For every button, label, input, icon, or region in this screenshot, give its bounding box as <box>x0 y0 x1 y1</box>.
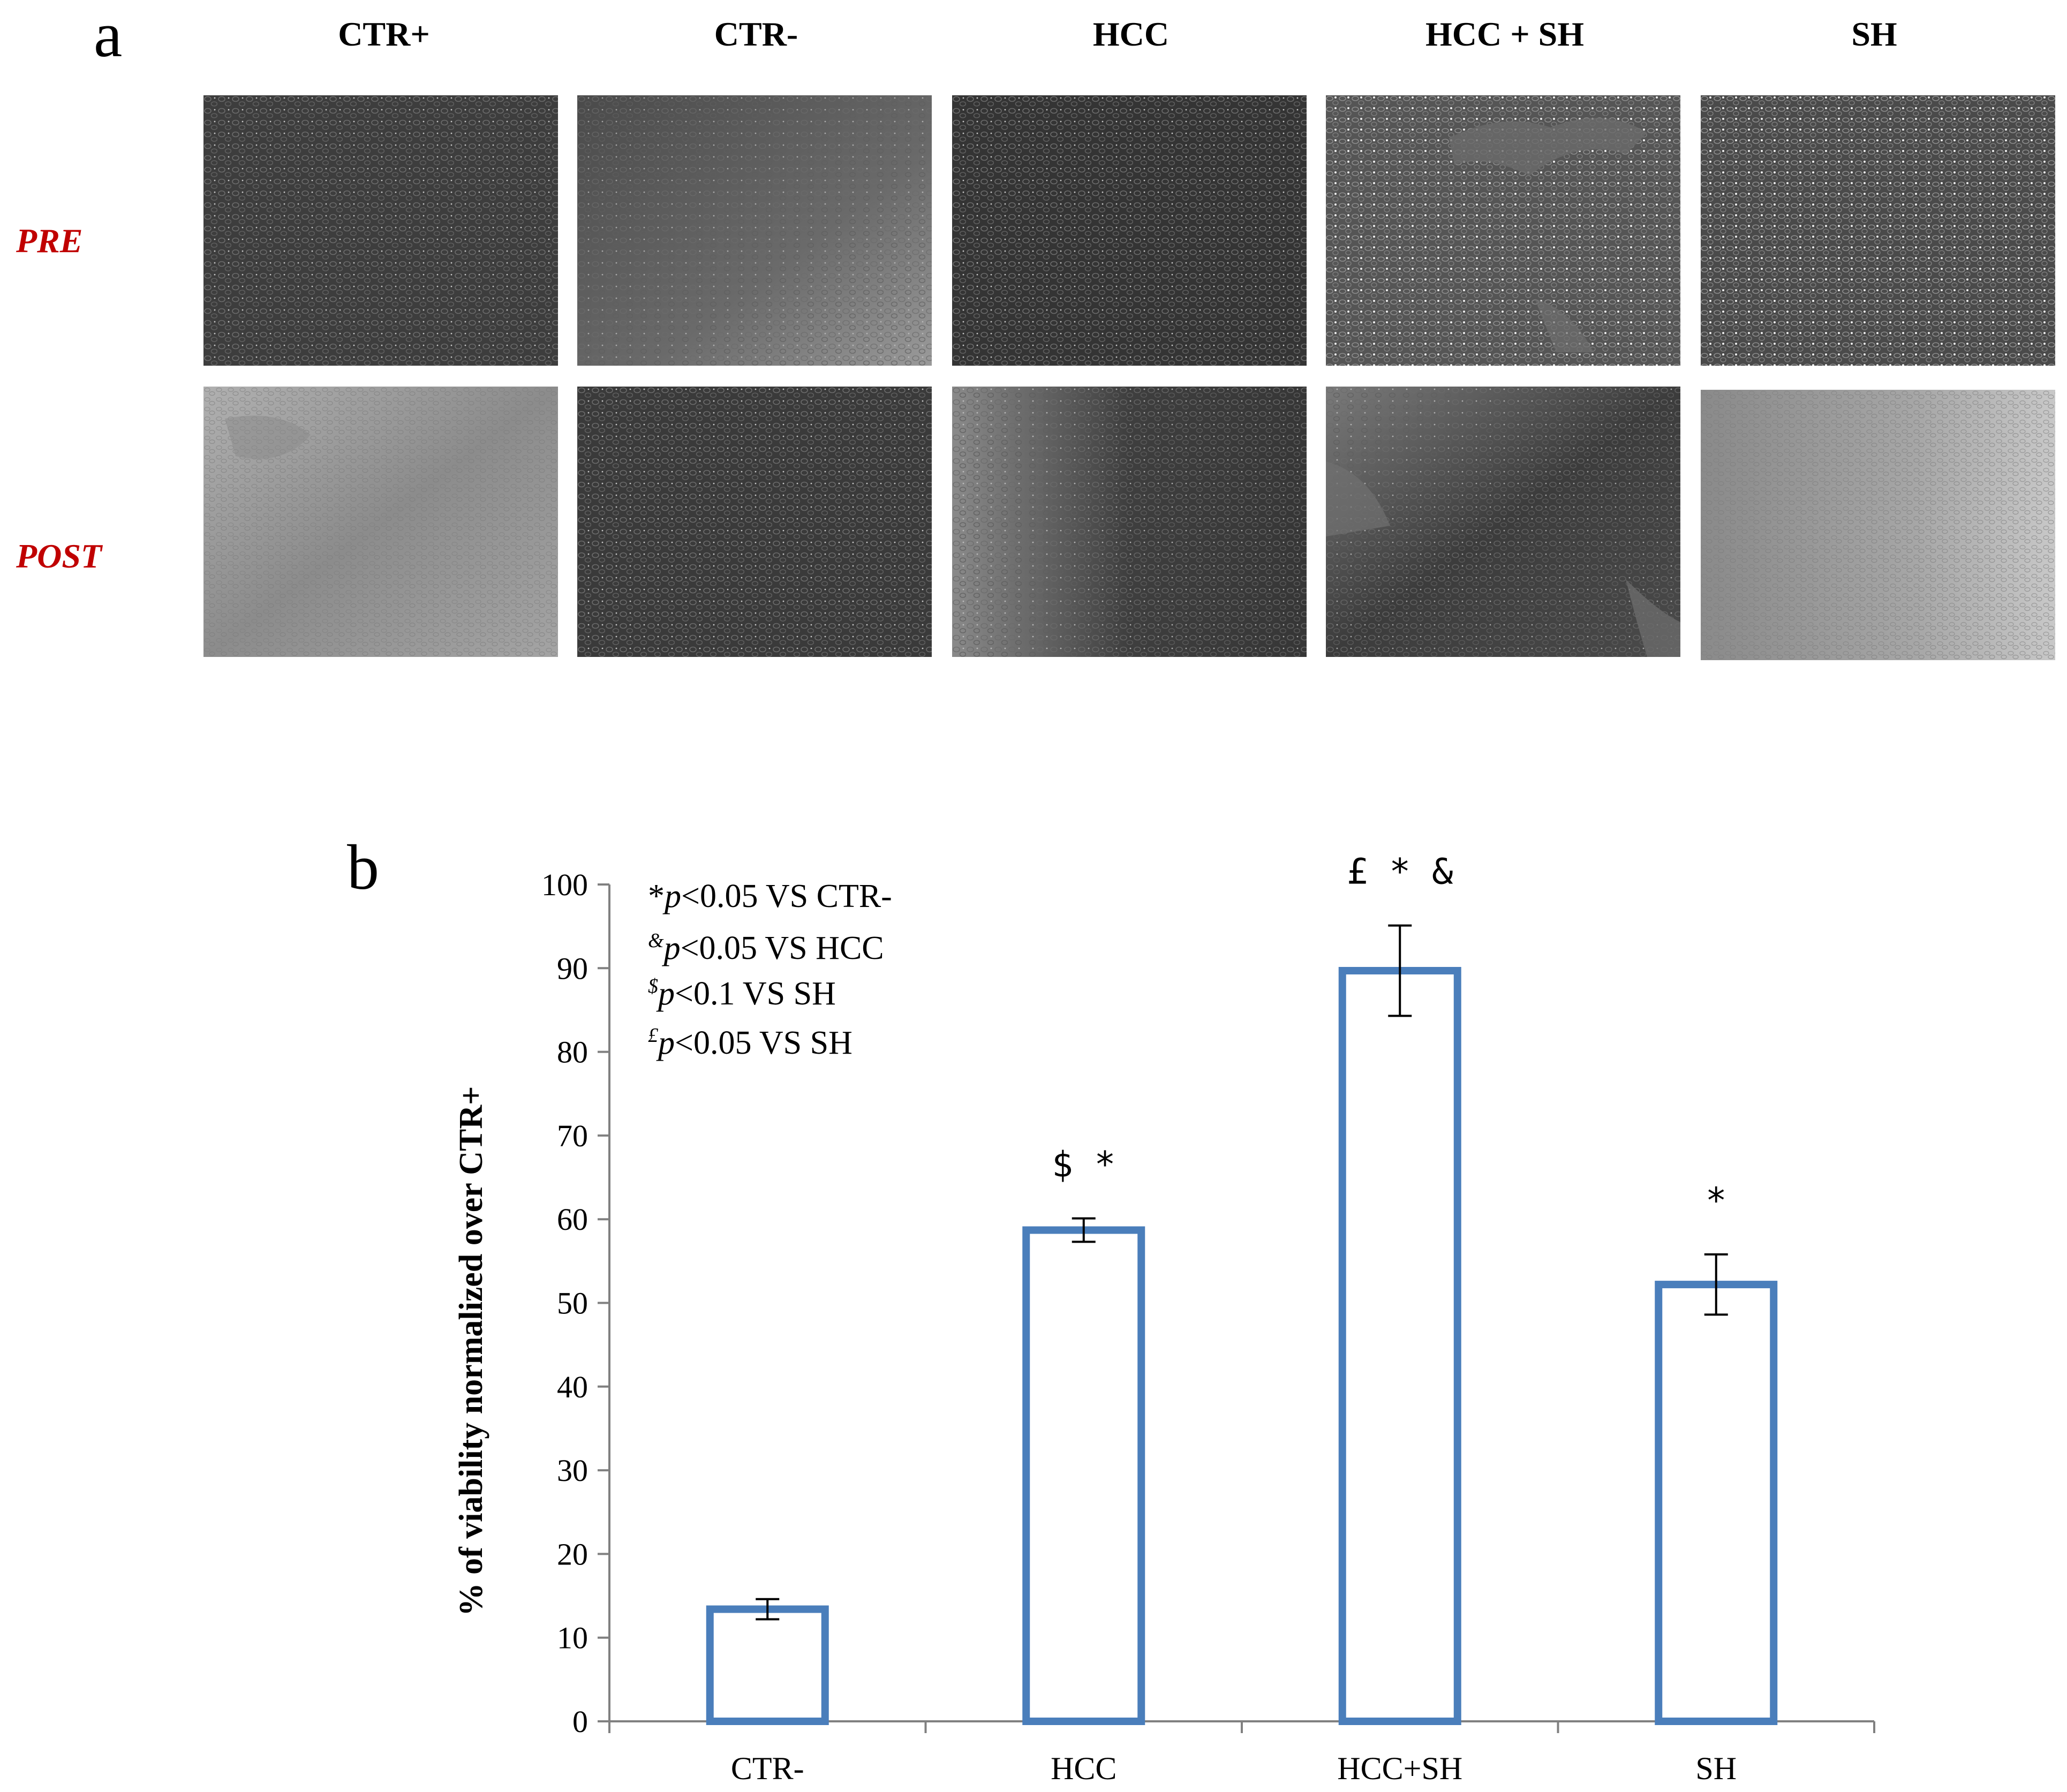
y-tick-label: 90 <box>557 951 588 986</box>
x-tick-label: SH <box>1695 1751 1737 1786</box>
column-header-ctr-plus: CTR+ <box>338 15 430 53</box>
bar <box>1655 1281 1778 1725</box>
x-tick-label: HCC+SH <box>1337 1751 1462 1786</box>
micrograph-sh-pre <box>1701 95 2055 366</box>
column-header-hcc: HCC <box>1092 15 1170 53</box>
row-label-post: POST <box>16 537 102 575</box>
micrograph-ctr-plus-pre <box>203 95 558 366</box>
micrograph-ctr-plus-post <box>203 387 558 657</box>
row-label-pre: PRE <box>16 222 83 260</box>
micrograph-hcc-pre <box>952 95 1307 366</box>
y-tick-label: 20 <box>557 1537 588 1571</box>
micrograph-hcc-sh-pre <box>1326 95 1680 366</box>
panel-a-letter: a <box>94 0 123 70</box>
y-tick-label: 100 <box>541 867 588 902</box>
significance-annotation: $ * <box>1052 1144 1115 1185</box>
y-tick-label: 0 <box>572 1704 588 1739</box>
y-tick-label: 60 <box>557 1202 588 1237</box>
bar <box>1022 1226 1145 1726</box>
significance-legend-3: $p<0.1 VS SH <box>648 975 836 1012</box>
y-tick-label: 50 <box>557 1286 588 1321</box>
y-tick-label: 30 <box>557 1453 588 1488</box>
bar <box>706 1605 829 1726</box>
y-axis-label: % of viability normalized over CTR+ <box>453 1086 489 1616</box>
micrograph-sh-post <box>1701 390 2055 660</box>
y-tick-label: 80 <box>557 1035 588 1070</box>
column-header-sh: SH <box>1851 15 1897 53</box>
significance-legend-4: £p<0.05 VS SH <box>648 1024 853 1061</box>
significance-legend-2: &p<0.05 VS HCC <box>648 929 884 966</box>
x-tick-label: HCC <box>1051 1751 1117 1786</box>
column-header-ctr-minus: CTR- <box>714 15 798 53</box>
micrograph-hcc-post <box>952 387 1307 657</box>
y-tick-label: 10 <box>557 1621 588 1655</box>
micrograph-ctr-minus-pre <box>577 95 932 366</box>
column-header-hcc-sh: HCC + SH <box>1425 15 1585 53</box>
x-tick-label: CTR- <box>731 1751 804 1786</box>
significance-annotation: * <box>1706 1180 1727 1221</box>
micrograph-hcc-sh-post <box>1326 387 1680 657</box>
significance-annotation: £ * & <box>1347 851 1453 893</box>
panel-b-letter: b <box>347 831 379 903</box>
bar-chart: 0 10 20 30 40 50 60 70 80 90 100 CTR- HCC $ * HCC+SH £ … <box>453 851 1875 1786</box>
y-tick-label: 40 <box>557 1370 588 1404</box>
significance-legend-1: *p<0.05 VS CTR- <box>648 878 892 914</box>
bar <box>1338 966 1461 1725</box>
y-tick-label: 70 <box>557 1118 588 1153</box>
micrograph-ctr-minus-post <box>577 387 932 657</box>
